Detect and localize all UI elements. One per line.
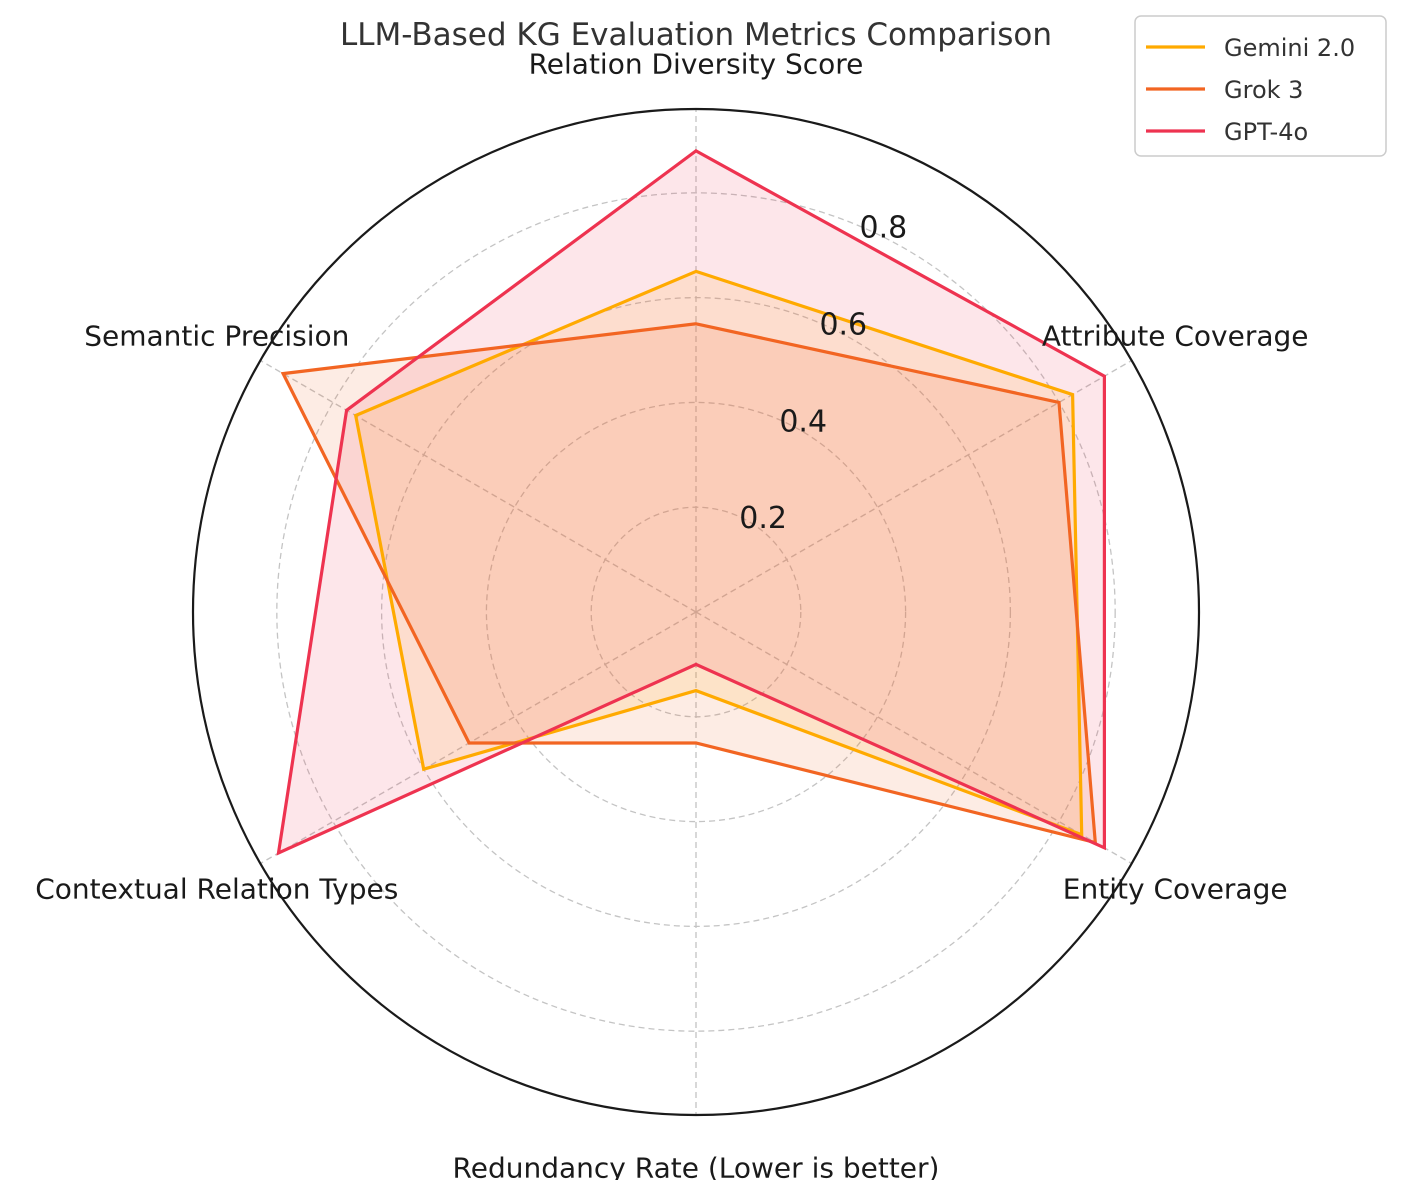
- series-line-1: [353, 269, 1084, 838]
- legend-label-3: GPT-4o: [1224, 118, 1308, 146]
- axis-label: Entity Coverage: [1063, 873, 1288, 906]
- series-fill-3: [278, 150, 1105, 853]
- legend-label-2: Grok 3: [1224, 76, 1303, 104]
- grid-ring-4: [276, 192, 1116, 1032]
- series-line-2: [280, 322, 1098, 845]
- radar-grid: [260, 109, 1132, 1115]
- radial-tick-label: 0.4: [779, 404, 827, 439]
- radial-tick-label: 0.6: [819, 308, 867, 343]
- axis-label: Relation Diversity Score: [529, 48, 864, 81]
- radial-tick-label: 0.2: [739, 501, 787, 536]
- legend-box: [1134, 15, 1387, 157]
- legend: Gemini 2.0 Grok 3 GPT-4o: [1134, 15, 1387, 157]
- axis-label: Semantic Precision: [84, 319, 349, 352]
- axis-labels: Relation Diversity Score Attribute Covera…: [35, 48, 1308, 1180]
- axis-label: Contextual Relation Types: [35, 873, 398, 906]
- grid-ring-2: [485, 401, 907, 823]
- grid-spoke-6: [260, 359, 697, 613]
- legend-label-1: Gemini 2.0: [1224, 34, 1355, 62]
- axis-label: Attribute Coverage: [1042, 319, 1309, 352]
- series-fill-1: [355, 271, 1082, 835]
- radar-frame: [191, 107, 1201, 1117]
- grid-spoke-5: [260, 611, 697, 865]
- grid-spoke-3: [695, 611, 1132, 865]
- radial-tick-label: 0.8: [860, 211, 908, 246]
- grid-spoke-2: [695, 359, 1132, 613]
- axis-label: Redundancy Rate (Lower is better): [453, 1151, 940, 1180]
- radar-series: [276, 149, 1107, 856]
- series-fill-2: [283, 323, 1096, 843]
- radial-ticks: 0.2 0.4 0.6 0.8: [739, 211, 907, 537]
- chart-title: LLM-Based KG Evaluation Metrics Comparis…: [340, 17, 1052, 53]
- series-line-3: [276, 149, 1107, 856]
